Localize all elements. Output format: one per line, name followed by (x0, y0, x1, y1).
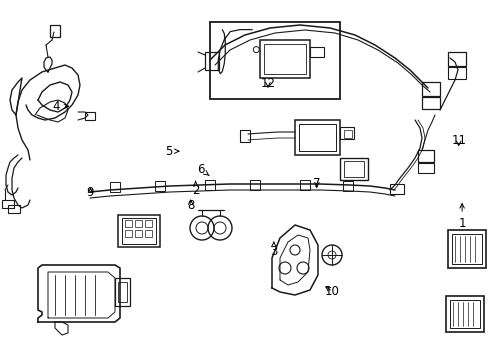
Bar (445, 296, 483, 332)
Bar (125, 230, 132, 237)
Bar (135, 220, 142, 227)
Text: 7: 7 (312, 177, 320, 190)
Bar (343, 130, 351, 138)
Bar (50, 25, 60, 37)
Bar (449, 300, 479, 328)
Bar (8, 205, 20, 213)
Bar (249, 180, 260, 190)
Bar (298, 124, 335, 151)
Text: 5: 5 (164, 145, 179, 158)
Bar (417, 150, 433, 162)
Bar (339, 127, 353, 139)
Text: 10: 10 (325, 285, 339, 298)
Bar (145, 230, 152, 237)
Bar (135, 230, 142, 237)
Bar (447, 52, 465, 66)
Bar (125, 220, 132, 227)
Bar (110, 182, 120, 192)
Bar (2, 200, 14, 208)
Text: 12: 12 (260, 77, 275, 90)
Text: 9: 9 (86, 186, 94, 199)
Bar (447, 230, 485, 268)
Text: 11: 11 (450, 134, 465, 147)
Bar (210, 22, 339, 99)
Bar (118, 215, 160, 247)
Bar (421, 82, 439, 96)
Bar (339, 158, 367, 180)
Bar (389, 184, 403, 194)
Text: 8: 8 (186, 199, 194, 212)
Bar (451, 234, 481, 264)
Text: 1: 1 (457, 204, 465, 230)
Bar (447, 67, 465, 79)
Bar (145, 220, 152, 227)
Bar (240, 130, 249, 142)
Bar (342, 181, 352, 191)
Bar (299, 180, 309, 190)
Bar (122, 218, 156, 244)
Bar (309, 46, 324, 57)
Bar (343, 161, 363, 177)
Bar (294, 120, 339, 155)
Text: 3: 3 (269, 242, 277, 258)
Bar (264, 44, 305, 73)
Bar (260, 40, 309, 78)
Bar (417, 163, 433, 173)
Bar (155, 181, 164, 191)
Text: 4: 4 (52, 100, 68, 113)
Bar (118, 282, 127, 302)
Bar (204, 180, 215, 190)
Bar (421, 97, 439, 109)
Bar (115, 278, 130, 306)
Text: 2: 2 (191, 181, 199, 197)
Text: 6: 6 (196, 163, 209, 176)
Bar (204, 52, 219, 70)
Bar (85, 112, 95, 120)
